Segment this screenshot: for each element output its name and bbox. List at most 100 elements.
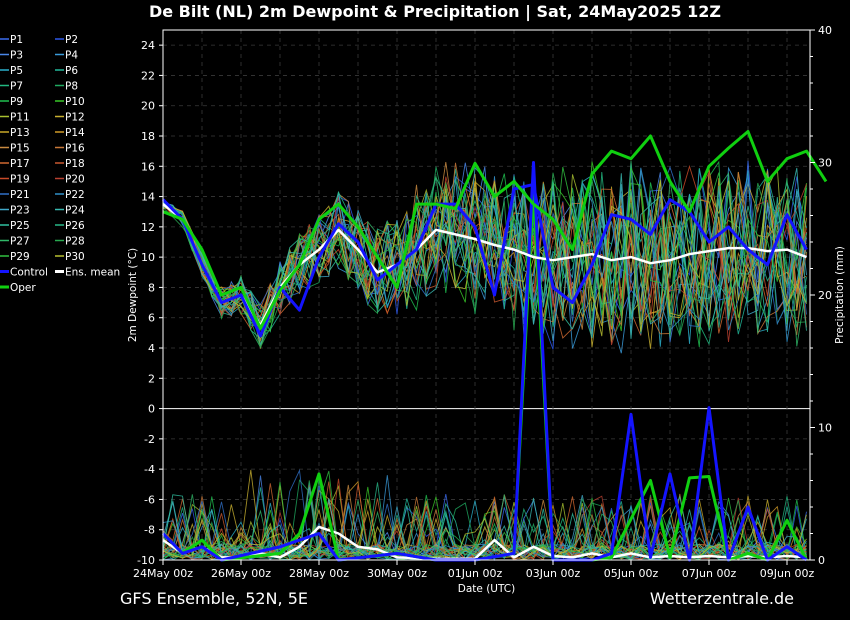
legend-label: P27 — [10, 236, 30, 248]
legend-item: Oper — [0, 282, 36, 294]
ensemble-members-layer — [162, 160, 807, 562]
legend-label: P7 — [10, 81, 23, 93]
legend-item: P18 — [55, 158, 85, 170]
legend-item: P13 — [0, 127, 30, 139]
y-tick-label: 24 — [141, 39, 155, 52]
legend-item: P3 — [0, 50, 23, 62]
y-tick-label: 6 — [148, 312, 155, 325]
legend-label: Oper — [10, 282, 36, 294]
legend-item: P27 — [0, 236, 30, 248]
legend-label: P17 — [10, 158, 30, 170]
legend-label: Ens. mean — [65, 267, 120, 279]
x-tick-label: 28May 00z — [289, 567, 349, 580]
legend-item: P1 — [0, 34, 23, 46]
legend-label: P11 — [10, 112, 30, 124]
y2-tick-label: 30 — [818, 157, 832, 170]
ensemble-member-precip — [162, 494, 807, 561]
legend-label: P22 — [65, 189, 85, 201]
legend-label: P13 — [10, 127, 30, 139]
ensemble-member-line — [162, 166, 807, 332]
chart-title: De Bilt (NL) 2m Dewpoint & Precipitation… — [149, 2, 721, 22]
y2-tick-label: 10 — [818, 422, 832, 435]
legend-label: P8 — [65, 81, 78, 93]
legend-label: P20 — [65, 174, 85, 186]
legend-label: P19 — [10, 174, 30, 186]
y2-tick-label: 0 — [818, 554, 825, 567]
legend-item: P17 — [0, 158, 30, 170]
x-tick-label: 05Jun 00z — [604, 567, 659, 580]
legend-item: P24 — [55, 205, 85, 217]
legend-item: P11 — [0, 112, 30, 124]
y-tick-label: 18 — [141, 130, 155, 143]
y-tick-label: -8 — [144, 524, 155, 537]
y-tick-label: -4 — [144, 463, 155, 476]
legend-item: P22 — [55, 189, 85, 201]
legend-item: Control — [0, 267, 48, 279]
legend-item: P14 — [55, 127, 85, 139]
legend-label: P29 — [10, 251, 30, 263]
legend: P1 P2 P3 P4 P5 P6 P7 P8 P9 P10 P11 P12 P13 P14 P15 P16 P… — [0, 34, 120, 294]
y-axis-title: 2m Dewpoint (°C) — [127, 248, 139, 342]
legend-label: P2 — [65, 34, 78, 46]
legend-item: P5 — [0, 65, 23, 77]
x-tick-label: 09Jun 00z — [760, 567, 815, 580]
y-tick-label: 16 — [141, 160, 155, 173]
legend-item: P10 — [55, 96, 85, 108]
legend-item: P6 — [55, 65, 78, 77]
legend-label: P30 — [65, 251, 85, 263]
axis-layer: -10-8-6-4-202468101214161820222401020304… — [127, 24, 846, 595]
legend-label: P1 — [10, 34, 23, 46]
x-axis-title: Date (UTC) — [458, 583, 515, 595]
y2-axis-title: Precipitation (mm) — [834, 246, 846, 344]
legend-label: P14 — [65, 127, 85, 139]
legend-item: P7 — [0, 81, 23, 93]
series-oper-line — [162, 130, 828, 330]
x-tick-label: 30May 00z — [367, 567, 427, 580]
legend-label: P10 — [65, 96, 85, 108]
legend-label: P28 — [65, 236, 85, 248]
legend-item: P25 — [0, 220, 30, 232]
legend-item: P23 — [0, 205, 30, 217]
legend-label: P5 — [10, 65, 23, 77]
legend-item: P21 — [0, 189, 30, 201]
y2-tick-label: 40 — [818, 24, 832, 37]
legend-label: P16 — [65, 143, 85, 155]
legend-label: P6 — [65, 65, 78, 77]
legend-item: P9 — [0, 96, 23, 108]
legend-label: P23 — [10, 205, 30, 217]
legend-label: P25 — [10, 220, 30, 232]
y-tick-label: 12 — [141, 221, 155, 234]
legend-item: P12 — [55, 112, 85, 124]
legend-item: P28 — [55, 236, 85, 248]
legend-item: P4 — [55, 50, 78, 62]
x-tick-label: 26May 00z — [211, 567, 271, 580]
x-tick-label: 07Jun 00z — [682, 567, 737, 580]
x-tick-label: 03Jun 00z — [526, 567, 581, 580]
ensemble-member-line — [162, 185, 807, 329]
y-tick-label: 20 — [141, 100, 155, 113]
legend-label: P26 — [65, 220, 85, 232]
ensemble-member-line — [162, 161, 807, 349]
legend-item: P16 — [55, 143, 85, 155]
y-tick-label: 8 — [148, 281, 155, 294]
legend-label: P12 — [65, 112, 85, 124]
y2-tick-label: 20 — [818, 289, 832, 302]
legend-label: P3 — [10, 50, 23, 62]
legend-label: P18 — [65, 158, 85, 170]
footer-source: GFS Ensemble, 52N, 5E — [120, 589, 308, 608]
x-tick-label: 24May 00z — [133, 567, 193, 580]
legend-label: Control — [10, 267, 48, 279]
y-tick-label: -2 — [144, 433, 155, 446]
x-tick-label: 01Jun 00z — [448, 567, 503, 580]
legend-label: P15 — [10, 143, 30, 155]
legend-label: P9 — [10, 96, 23, 108]
series-precip-control-line — [161, 161, 808, 562]
legend-item: P20 — [55, 174, 85, 186]
legend-item: P30 — [55, 251, 85, 263]
legend-item: P8 — [55, 81, 78, 93]
legend-item: P19 — [0, 174, 30, 186]
y-tick-label: 0 — [148, 403, 155, 416]
footer-site: Wetterzentrale.de — [650, 589, 794, 608]
legend-label: P21 — [10, 189, 30, 201]
